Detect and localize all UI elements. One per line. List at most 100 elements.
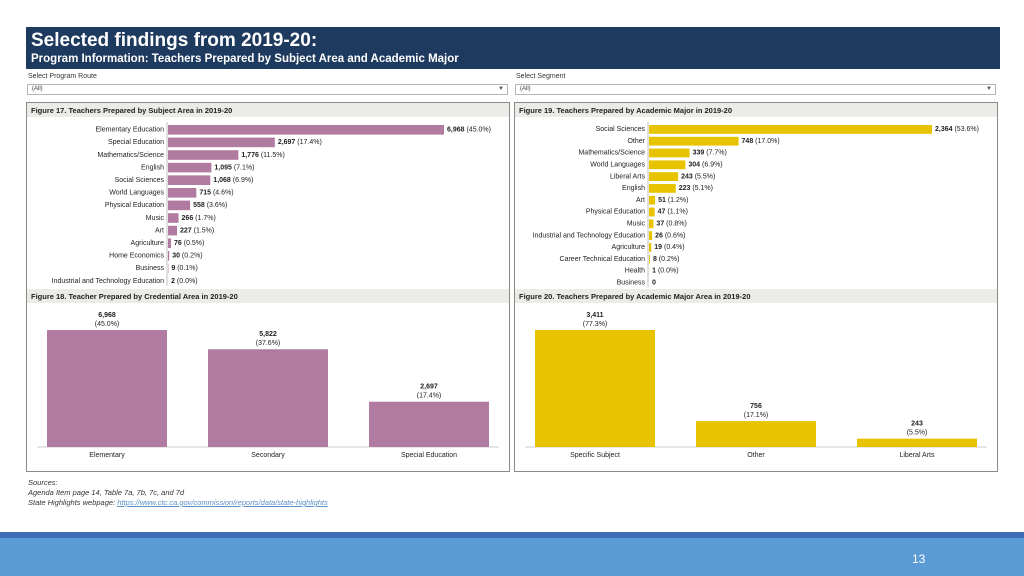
data-label: 2,364 (53.6%)	[935, 126, 979, 133]
chevron-down-icon: ▼	[986, 86, 992, 92]
percent-label: (17.4%)	[295, 139, 321, 146]
category-label: Health	[625, 268, 645, 275]
bar	[168, 150, 239, 160]
fig19-title: Figure 19. Teachers Prepared by Academic…	[515, 103, 997, 117]
value-label: 19	[654, 244, 662, 251]
value-label: 30	[172, 253, 180, 260]
segment-select[interactable]: (All) ▼	[515, 84, 996, 95]
data-label: 227 (1.5%)	[180, 227, 214, 234]
bar	[168, 213, 179, 223]
data-label: 748 (17.0%)	[742, 138, 780, 145]
percent-label: (4.6%)	[211, 190, 234, 197]
category-label: Physical Education	[586, 209, 645, 216]
percent-label: (0.4%)	[662, 244, 685, 251]
bar	[649, 207, 655, 217]
value-label: 1	[652, 268, 656, 275]
left-panel: Figure 17. Teachers Prepared by Subject …	[26, 102, 510, 472]
value-label: 223	[679, 185, 691, 192]
footer-stripe	[0, 532, 1024, 538]
bar	[168, 238, 172, 248]
data-label: 715 (4.6%)	[199, 190, 233, 197]
percent-label: (6.9%)	[231, 177, 254, 184]
value-label: 558	[193, 202, 205, 209]
data-label: 2 (0.0%)	[171, 278, 197, 285]
value-label: 51	[658, 197, 666, 204]
category-label: Specific Subject	[570, 452, 620, 459]
page-number: 13	[912, 552, 926, 566]
category-label: Art	[636, 197, 645, 204]
value-label: 1,068	[213, 177, 231, 184]
data-label: 243 (5.5%)	[681, 173, 715, 180]
value-label: 47	[658, 209, 666, 216]
category-label: Other	[747, 452, 765, 459]
sources-webpage-line: State Highlights webpage: https://www.ct…	[28, 498, 328, 508]
percent-label: (5.1%)	[690, 185, 713, 192]
category-label: Elementary	[89, 452, 125, 459]
percent-label: (6.9%)	[700, 161, 723, 168]
category-label: Industrial and Technology Education	[533, 232, 645, 239]
value-label: 1,776	[241, 152, 259, 159]
value-label: 3,411	[586, 312, 603, 319]
percent-label: (5.5%)	[693, 173, 716, 180]
fig19-chart: Social Sciences 2,364 (53.6%) Other 748 (17…	[533, 122, 979, 288]
percent-label: (45.0%)	[95, 321, 120, 328]
percent-label: (53.6%)	[953, 126, 979, 133]
category-label: Special Education	[108, 139, 164, 146]
sources-webpage-label: State Highlights webpage:	[28, 498, 116, 507]
category-label: Industrial and Technology Education	[52, 278, 164, 285]
segment-label: Select Segment	[516, 73, 566, 80]
category-label: Agriculture	[131, 240, 165, 247]
category-label: Mathematics/Science	[97, 152, 164, 159]
value-label: 76	[174, 240, 182, 247]
title-banner: Selected findings from 2019-20: Program …	[26, 27, 1000, 69]
category-label: Career Technical Education	[560, 256, 646, 263]
category-label: Other	[627, 138, 645, 145]
category-label: Business	[136, 265, 165, 272]
percent-label: (1.5%)	[192, 227, 215, 234]
category-label: World Languages	[109, 190, 164, 197]
data-label: 37 (0.8%)	[656, 220, 686, 227]
data-label: 1,095 (7.1%)	[214, 164, 254, 171]
program-route-select[interactable]: (All) ▼	[27, 84, 508, 95]
category-label: Liberal Arts	[899, 452, 935, 459]
value-label: 2,697	[278, 139, 296, 146]
value-label: 748	[742, 138, 754, 145]
data-label: 30 (0.2%)	[172, 253, 202, 260]
data-label: 339 (7.7%)	[693, 150, 727, 157]
sources-heading: Sources:	[28, 478, 58, 487]
data-label: 9 (0.1%)	[171, 265, 197, 272]
percent-label: (7.1%)	[232, 164, 255, 171]
value-label: 243	[911, 421, 923, 428]
value-label: 2,697	[420, 384, 438, 391]
sources: Sources: Agenda Item page 14, Table 7a, …	[28, 478, 328, 508]
bar	[696, 421, 816, 447]
bar	[649, 231, 653, 240]
value-label: 756	[750, 403, 762, 410]
category-label: Agriculture	[612, 244, 646, 251]
percent-label: (0.2%)	[180, 253, 203, 260]
data-label: 76 (0.5%)	[174, 240, 204, 247]
page-title: Selected findings from 2019-20:	[31, 30, 318, 51]
category-label: Liberal Arts	[610, 173, 646, 180]
value-label: 304	[688, 161, 700, 168]
percent-label: (77.3%)	[583, 321, 608, 328]
bar	[649, 125, 932, 134]
bar	[649, 184, 676, 193]
page-subtitle: Program Information: Teachers Prepared b…	[31, 53, 459, 65]
percent-label: (0.2%)	[657, 256, 680, 263]
bar	[649, 172, 679, 181]
bar	[857, 438, 977, 447]
footer-bar	[0, 538, 1024, 576]
data-label: 8 (0.2%)	[653, 256, 679, 263]
state-highlights-link[interactable]: https://www.ctc.ca.gov/commission/report…	[117, 498, 328, 507]
category-label: Social Sciences	[115, 177, 165, 184]
percent-label: (17.0%)	[753, 138, 779, 145]
percent-label: (0.5%)	[182, 240, 205, 247]
category-label: Home Economics	[109, 253, 164, 260]
value-label: 8	[653, 256, 657, 263]
value-label: 339	[693, 150, 705, 157]
value-label: 715	[199, 190, 211, 197]
value-label: 2,364	[935, 126, 953, 133]
value-label: 9	[171, 265, 175, 272]
category-label: Art	[155, 227, 164, 234]
